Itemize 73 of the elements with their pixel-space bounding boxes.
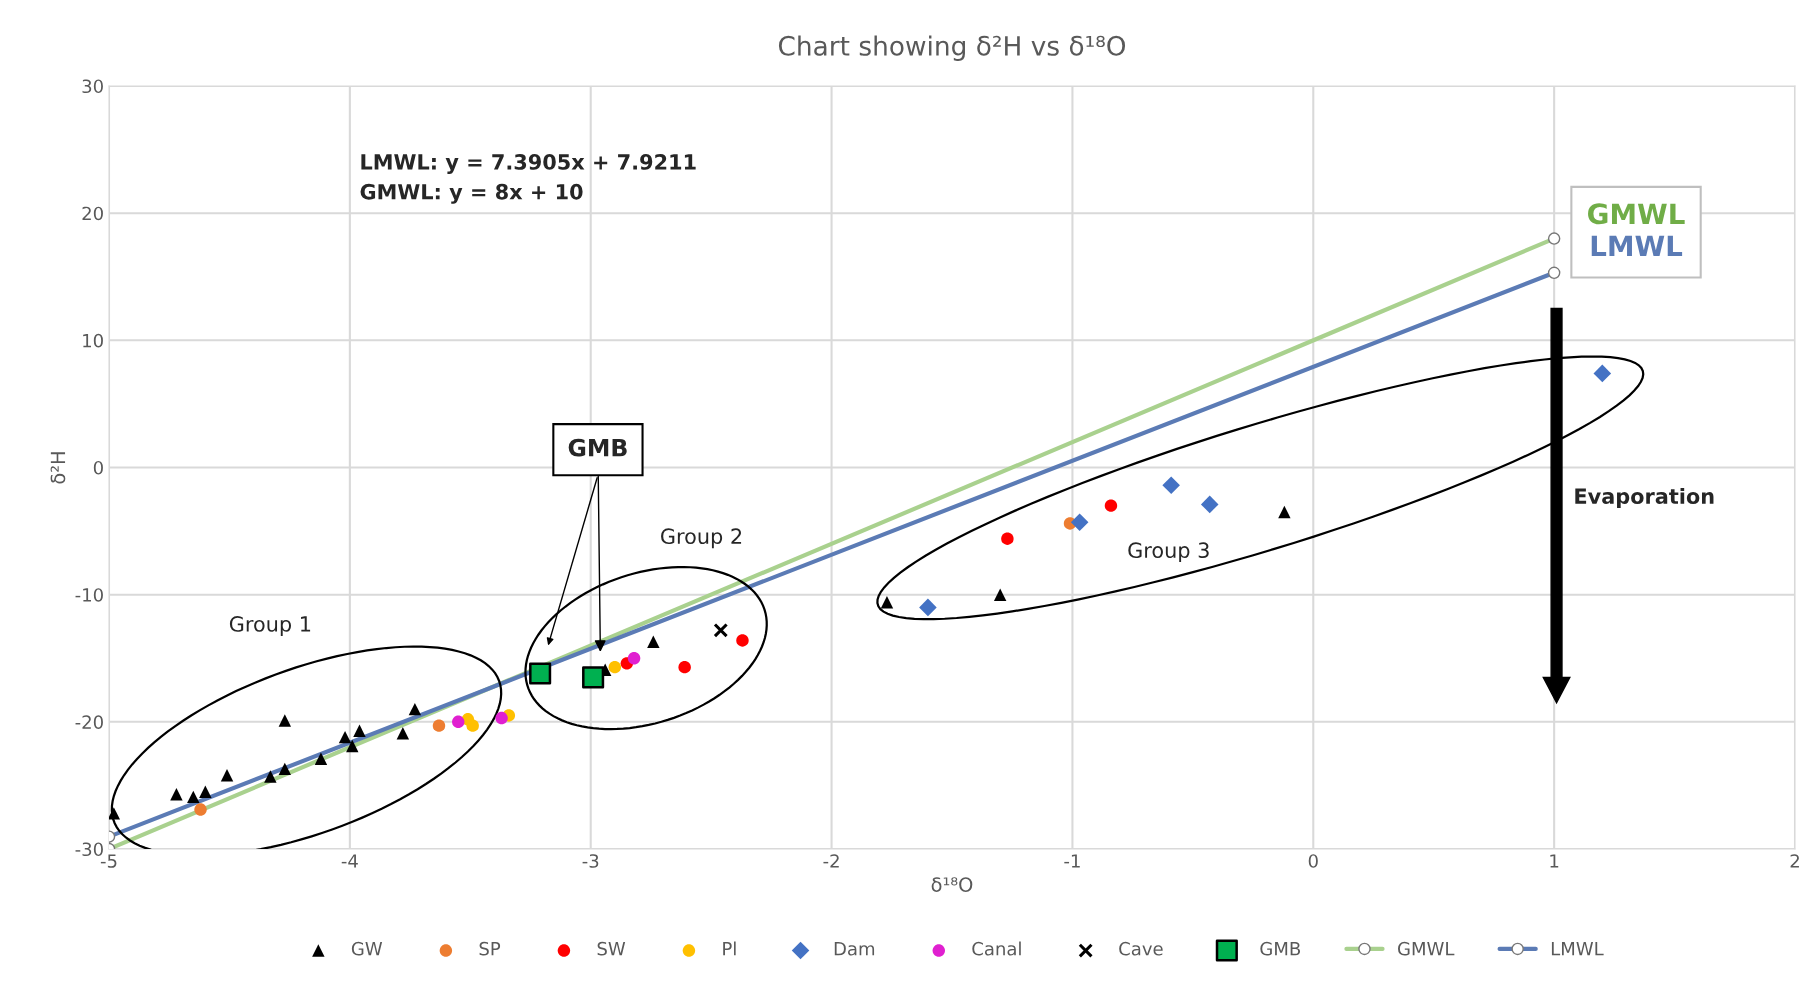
point bbox=[194, 803, 207, 816]
point bbox=[1200, 495, 1219, 514]
point bbox=[109, 807, 121, 820]
chart-title: Chart showing δ²H vs δ¹⁸O bbox=[778, 35, 1126, 61]
x-tick-label: 0 bbox=[1308, 854, 1318, 868]
point bbox=[1070, 513, 1089, 531]
point bbox=[529, 662, 552, 685]
point bbox=[880, 596, 894, 609]
point bbox=[466, 719, 479, 732]
point bbox=[1104, 499, 1118, 512]
y-tick-label: 20 bbox=[82, 206, 103, 221]
point bbox=[264, 770, 277, 783]
point bbox=[495, 711, 508, 725]
x-tick-label: 2 bbox=[1790, 854, 1799, 868]
point bbox=[452, 715, 465, 729]
point bbox=[220, 769, 234, 782]
point bbox=[993, 588, 1007, 601]
x-tick-label: -1 bbox=[1064, 854, 1080, 868]
point bbox=[713, 622, 729, 638]
point bbox=[170, 788, 183, 801]
annotation: GMWL bbox=[1588, 203, 1685, 225]
annotation: GMB bbox=[568, 438, 627, 457]
legend-label: Cave bbox=[1119, 941, 1163, 956]
point bbox=[647, 635, 660, 648]
x-tick-label: -3 bbox=[582, 854, 599, 868]
legend-label: Canal bbox=[972, 941, 1021, 956]
legend-label: Dam bbox=[834, 942, 875, 956]
point bbox=[432, 719, 446, 732]
annotation: Evaporation bbox=[1575, 487, 1714, 509]
point bbox=[582, 666, 605, 689]
y-tick-label: -20 bbox=[75, 715, 103, 729]
legend-label: Pl bbox=[723, 941, 736, 956]
point bbox=[678, 660, 691, 674]
annotation: LMWL bbox=[1591, 235, 1683, 256]
legend-label: GW bbox=[351, 941, 383, 956]
x-tick-label: -4 bbox=[341, 854, 358, 868]
annotation: Group 2 bbox=[661, 528, 742, 549]
point bbox=[278, 714, 292, 727]
y-tick-label: 0 bbox=[93, 460, 103, 475]
legend-label: LMWL bbox=[1551, 942, 1604, 956]
point bbox=[187, 790, 200, 804]
point bbox=[1001, 532, 1014, 545]
point bbox=[353, 724, 366, 737]
legend-label: SW bbox=[597, 941, 626, 956]
legend-label: GMWL bbox=[1398, 941, 1455, 956]
point bbox=[1593, 364, 1612, 383]
annotation: Group 1 bbox=[229, 616, 311, 636]
point bbox=[736, 634, 749, 647]
y-tick-label: -10 bbox=[75, 588, 103, 602]
point bbox=[919, 598, 937, 617]
x-tick-label: 1 bbox=[1550, 854, 1559, 868]
y-tick-label: 10 bbox=[83, 333, 103, 348]
y-tick-label: 30 bbox=[82, 79, 103, 94]
point bbox=[608, 660, 622, 674]
y-axis-title: δ²H bbox=[50, 452, 66, 484]
point bbox=[278, 762, 292, 776]
annotation: LMWL: y = 7.3905x + 7.9211 GMWL: y = 8x + 10 bbox=[360, 154, 696, 204]
x-axis-title: δ¹⁸O bbox=[931, 877, 973, 892]
point bbox=[396, 727, 410, 740]
point bbox=[314, 752, 328, 765]
point bbox=[1278, 505, 1291, 519]
annotation: Group 3 bbox=[1128, 542, 1209, 563]
point bbox=[408, 702, 422, 716]
y-tick-label: -30 bbox=[75, 842, 103, 857]
x-tick-label: -2 bbox=[823, 854, 839, 868]
point bbox=[1162, 476, 1180, 495]
legend-label: SP bbox=[479, 941, 501, 956]
point bbox=[199, 785, 212, 798]
x-tick-label: -5 bbox=[100, 854, 117, 868]
point bbox=[338, 730, 352, 744]
point bbox=[627, 652, 641, 665]
legend-label: GMB bbox=[1260, 941, 1301, 956]
point bbox=[346, 739, 359, 753]
